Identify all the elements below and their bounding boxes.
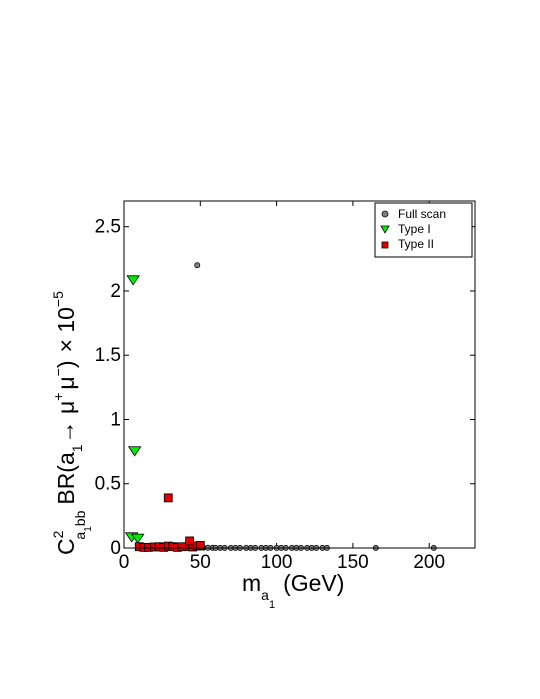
point-type-i bbox=[126, 275, 140, 286]
y-label-arrow: → μ bbox=[53, 401, 79, 444]
y-label-times: × 10 bbox=[53, 307, 79, 352]
y-tick-label: 0 bbox=[110, 538, 121, 559]
y-tick-label: 1.5 bbox=[95, 345, 121, 366]
legend-box bbox=[374, 202, 473, 258]
y-tick-label: 2 bbox=[110, 281, 121, 302]
y-label-br-sub: 1 bbox=[69, 444, 85, 452]
point-type-i bbox=[130, 533, 145, 544]
x-label-main: m bbox=[242, 570, 261, 596]
y-label-mu: μ bbox=[53, 376, 79, 389]
y-label-sup: 2 bbox=[50, 530, 66, 538]
y-tick-label: 1 bbox=[110, 409, 121, 430]
legend: Full scan Type I Type II bbox=[374, 202, 473, 258]
x-tick-label: 100 bbox=[261, 552, 293, 573]
y-label-exp: −5 bbox=[50, 291, 66, 307]
point-type-ii bbox=[185, 536, 195, 546]
legend-label-type-ii: Type II bbox=[398, 237, 434, 251]
legend-marker-full-scan bbox=[381, 210, 389, 218]
y-label-sub-bb: bb bbox=[72, 510, 88, 526]
x-label-unit: (GeV) bbox=[283, 570, 344, 596]
legend-label-type-i: Type I bbox=[398, 222, 431, 236]
y-label-c: C bbox=[53, 538, 79, 555]
point-type-i bbox=[127, 446, 142, 457]
y-tick-label: 2.5 bbox=[95, 217, 121, 238]
x-tick-label: 200 bbox=[413, 552, 445, 573]
point-type-ii bbox=[195, 541, 205, 550]
point-type-ii bbox=[177, 542, 187, 552]
y-label-sub-1: 1 bbox=[83, 526, 94, 532]
plot-area bbox=[124, 201, 475, 548]
y-label-close: ) bbox=[53, 360, 79, 368]
y-tick-label: 0.5 bbox=[95, 474, 121, 495]
x-tick-label: 0 bbox=[119, 552, 130, 573]
y-axis-label: C2 a1bbBR(a1→ μ+μ−)× 10−5 bbox=[50, 291, 94, 555]
y-label-sub-a: a bbox=[72, 532, 88, 540]
y-label-br: BR(a bbox=[53, 452, 79, 505]
point-type-ii bbox=[163, 493, 173, 503]
x-axis-label: ma1 (GeV) bbox=[242, 570, 344, 611]
legend-marker-type-ii bbox=[381, 241, 389, 249]
y-label-minus: − bbox=[50, 368, 66, 376]
plot-frame bbox=[123, 200, 476, 549]
x-label-sub: a bbox=[261, 587, 269, 603]
y-axis-ticks: 0 0.5 1 1.5 2 2.5 bbox=[95, 217, 475, 559]
legend-label-full-scan: Full scan bbox=[398, 207, 446, 221]
y-label-plus: + bbox=[50, 393, 66, 401]
x-tick-label: 150 bbox=[337, 552, 369, 573]
svg-text:ma1(GeV): ma1 (GeV) bbox=[242, 570, 344, 611]
x-tick-label: 50 bbox=[190, 552, 211, 573]
x-label-subsub: 1 bbox=[269, 599, 275, 611]
point-full-scan bbox=[194, 262, 201, 269]
legend-marker-type-i bbox=[380, 225, 390, 234]
